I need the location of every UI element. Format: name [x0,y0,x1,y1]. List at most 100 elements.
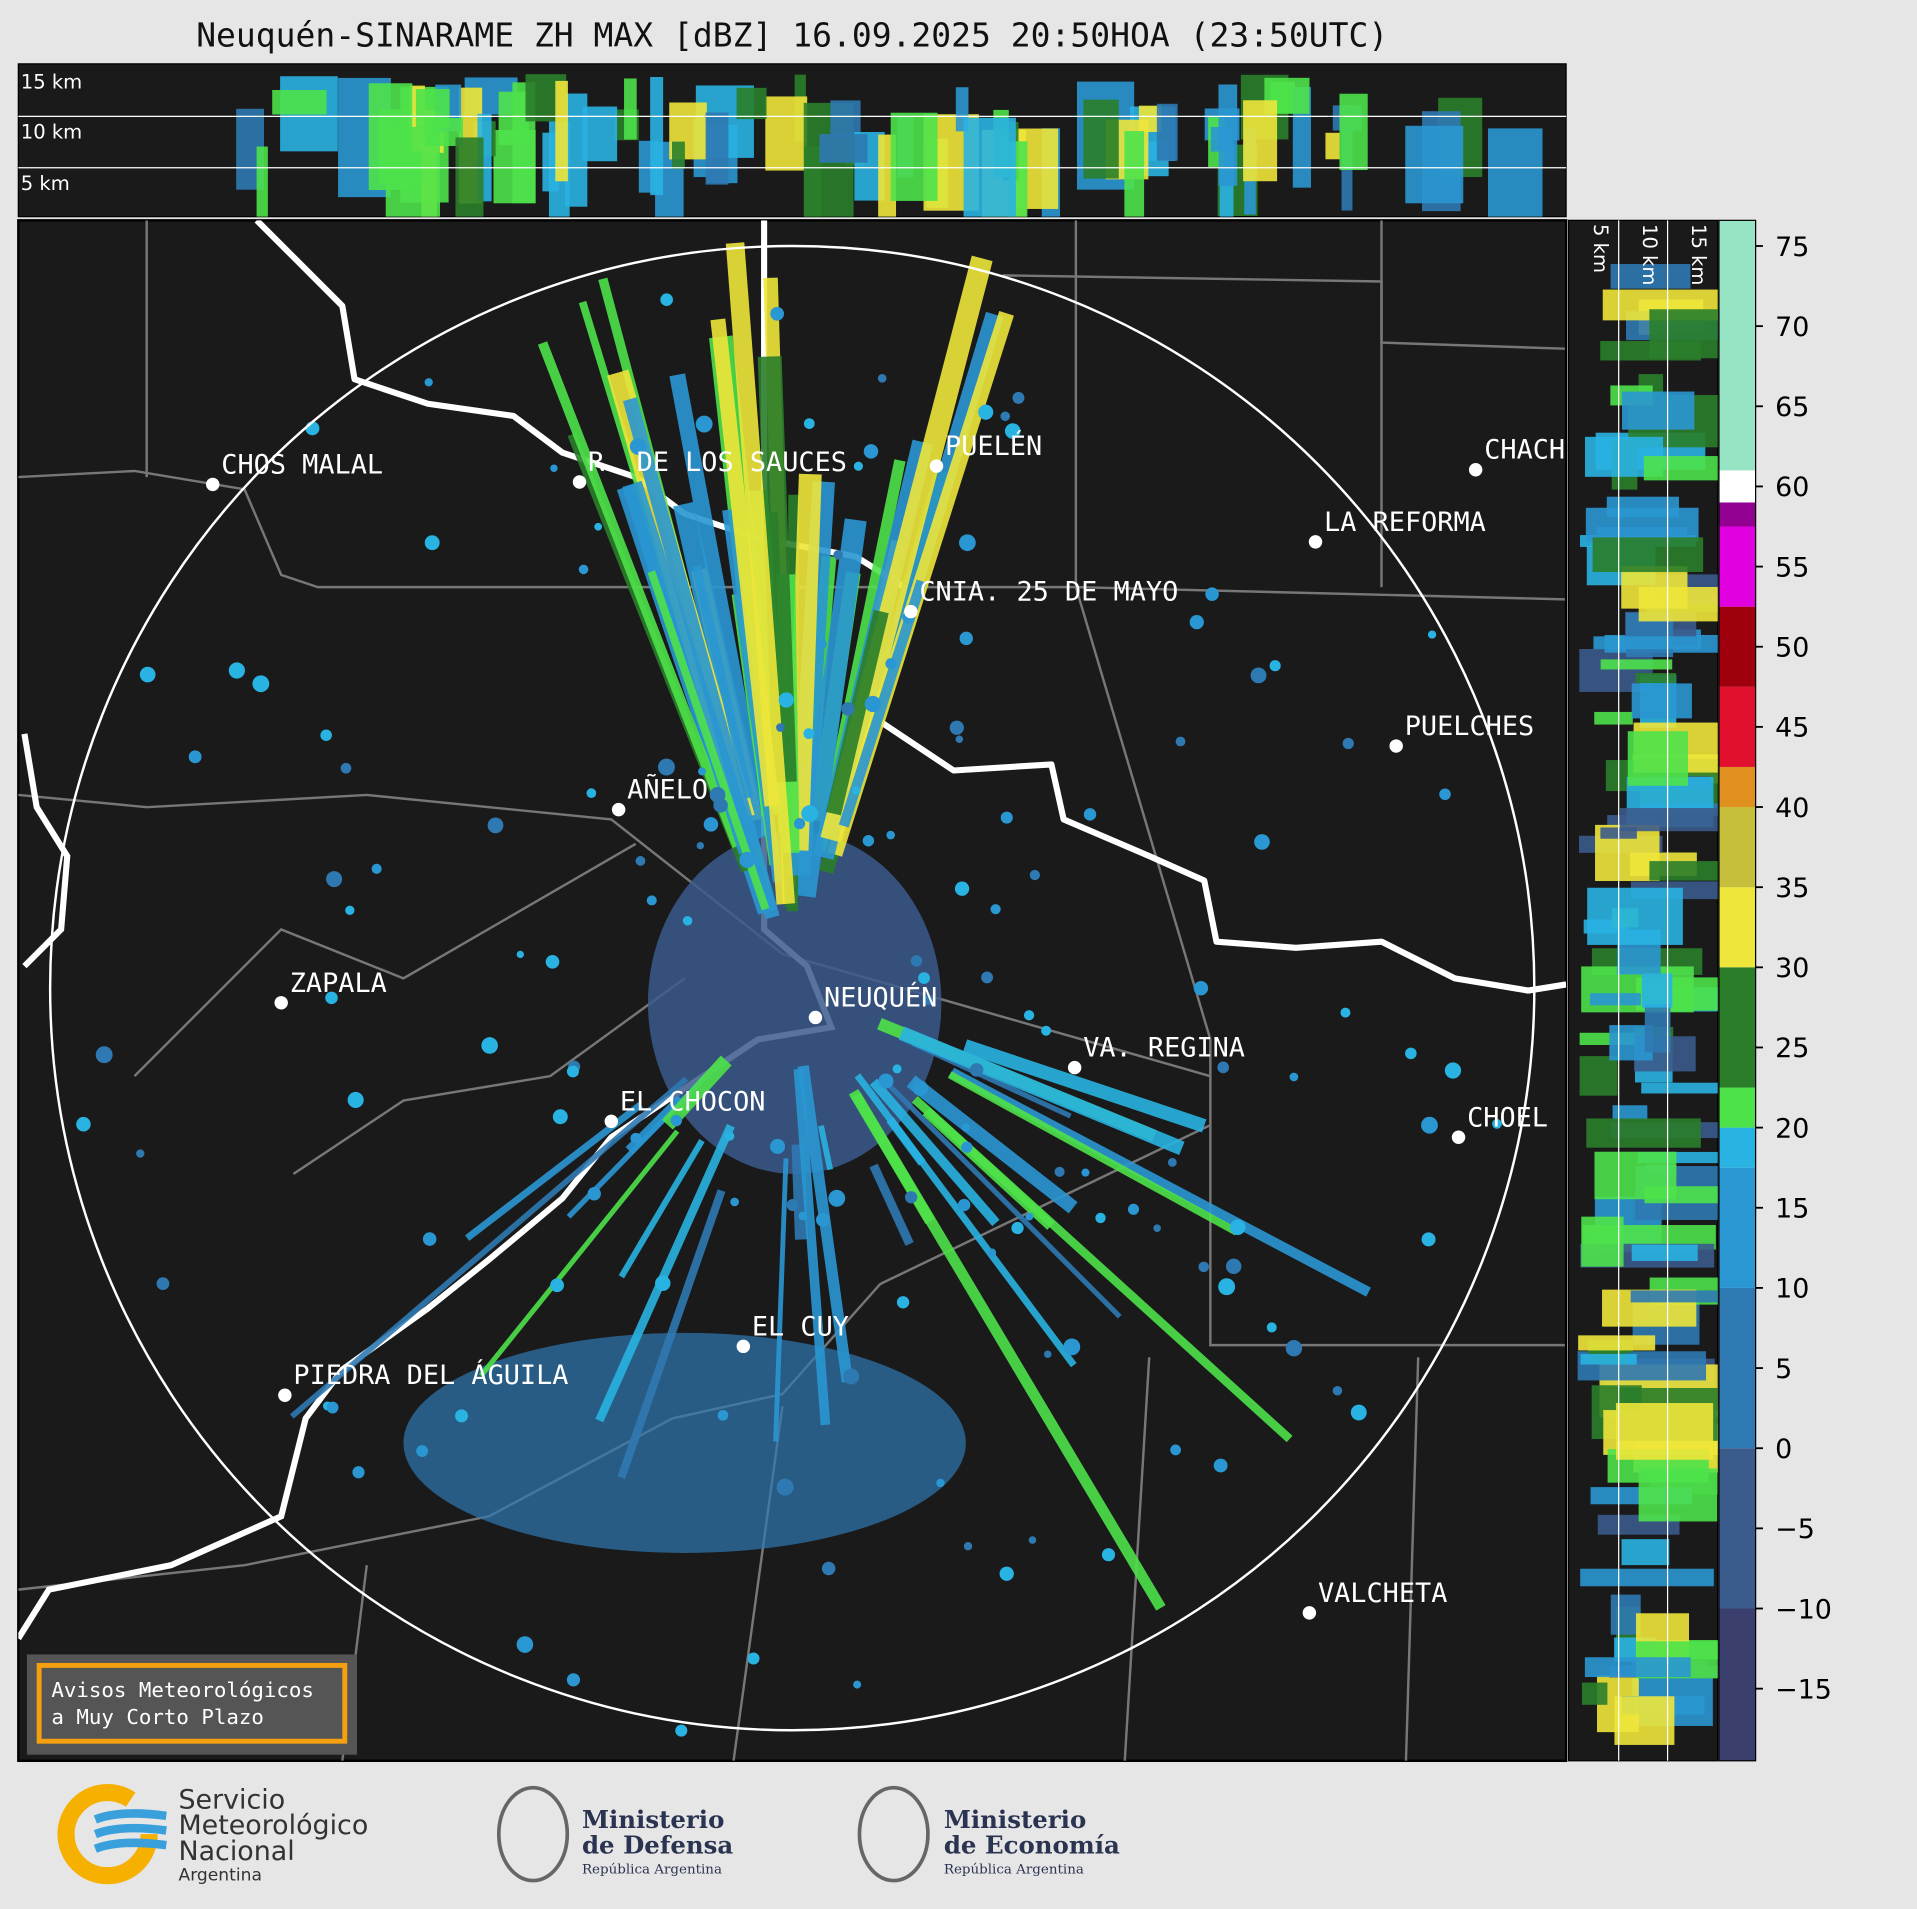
echo [818,1125,834,1171]
echo [542,132,559,192]
echo [371,863,382,874]
echo [747,1652,760,1665]
echo [552,1109,568,1125]
echo [990,904,1001,915]
echo [1101,1548,1116,1562]
color-level [1718,686,1756,767]
colorbar-label: 45 [1775,713,1809,744]
echo [672,141,685,169]
echo [1189,615,1204,630]
echo [1619,808,1718,832]
city-dot [278,1388,292,1402]
echo [981,971,994,984]
echo [662,1055,732,1130]
echo [646,895,657,906]
echo [999,1566,1014,1581]
echo [1644,1186,1718,1204]
echo [886,1116,926,1166]
city-dot [1389,739,1403,753]
echo [1631,683,1692,719]
echo [1011,1221,1024,1235]
echo [1170,1444,1181,1456]
echo [770,306,785,321]
colorbar-label: −5 [1775,1514,1815,1545]
west-border [21,733,71,969]
city-dot [1302,1606,1317,1620]
echo [1250,667,1267,684]
side-echoes [1577,264,1718,1745]
logo-text: de Defensa [582,1831,733,1860]
echo [695,415,713,433]
economia-logo: Ministerio de Economía República Argenti… [857,1785,1120,1883]
echo [877,373,887,383]
color-level [1718,807,1756,888]
echo [422,1232,437,1246]
echo [961,1123,971,1132]
echo [487,817,504,834]
city-label: LA REFORMA [1324,507,1486,538]
colorbar-frame [1718,219,1757,1762]
color-level [1718,1167,1756,1288]
echo [1325,132,1340,160]
city-dot [1451,1130,1466,1144]
city-label: ZAPALA [290,968,387,999]
echo [156,1277,170,1290]
city-label: AÑELO [627,774,708,806]
echo [1615,1403,1714,1460]
color-level [1718,1448,1756,1609]
echo [892,1064,902,1074]
colorbar-label: 0 [1775,1434,1792,1465]
echo [698,767,707,776]
echo [954,881,970,896]
echo [1339,93,1368,171]
echo [770,1138,786,1154]
echo [1580,1568,1714,1587]
echo [1025,1212,1034,1221]
echo [1004,423,1021,439]
color-level [1718,502,1756,527]
echo [828,1189,846,1207]
echo [1644,1004,1671,1053]
echo [1580,1353,1637,1365]
colorbar-label: 15 [1775,1194,1809,1225]
echo [1342,737,1354,750]
defensa-logo: Ministerio de Defensa República Argentin… [496,1785,733,1883]
city-label: EL CHOCON [620,1086,766,1117]
colorbar-label: 40 [1775,793,1809,824]
echo [320,729,332,741]
colorbar-label: 50 [1775,633,1809,664]
city-dot [929,459,944,473]
echo [739,851,756,868]
echo [550,1278,564,1293]
echo [479,1129,680,1378]
echo [1600,659,1673,670]
echo [1028,1536,1037,1544]
echo [1289,1072,1299,1082]
echo [821,1561,836,1576]
colorbar-label: 35 [1775,873,1809,904]
echo [1637,1151,1718,1164]
echo [793,1068,831,1426]
echo [1193,980,1209,996]
echo [730,1197,739,1207]
echo [136,1149,145,1158]
echo [1612,1105,1648,1120]
echo [1621,1539,1670,1566]
echo [803,728,815,740]
echo [1439,788,1451,801]
echo [883,1080,1122,1319]
echo [910,955,923,967]
echo [959,631,973,646]
echo [555,80,568,182]
echo [864,695,881,713]
colorbar-label: −10 [1775,1594,1832,1625]
echo [1243,100,1278,182]
echo [1029,869,1040,881]
echo [853,461,863,471]
echo [595,1123,735,1423]
echo [630,1132,642,1144]
echo [1589,993,1641,1006]
echo [455,1409,469,1423]
color-level [1718,887,1756,968]
echo [587,1187,601,1201]
